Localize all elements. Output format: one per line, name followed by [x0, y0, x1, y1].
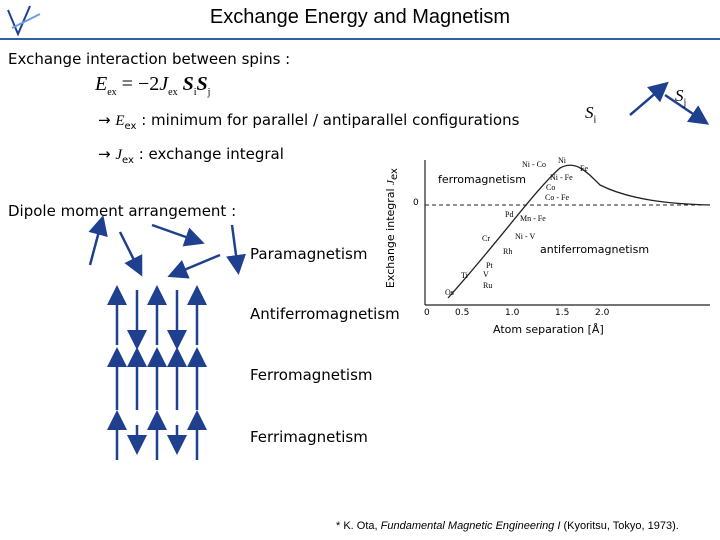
point-label: Pd: [505, 210, 514, 219]
point-label: Rh: [503, 247, 513, 256]
equation: Eex = −2Jex SiSj: [95, 73, 210, 98]
y-tick-label: 0: [413, 198, 419, 208]
footnote-pre: * K. Ota,: [336, 520, 381, 532]
point-label: Co: [546, 183, 556, 192]
arrangement-heading: Dipole moment arrangement :: [8, 202, 237, 220]
eq-e: E: [95, 73, 108, 95]
point-label: Cr: [482, 234, 490, 243]
text: : exchange integral: [138, 145, 284, 163]
x-tick-label: 1.5: [555, 308, 570, 318]
x-tick-label: 0.5: [455, 308, 470, 318]
logo: [7, 5, 41, 37]
eq-j-sub: ex: [168, 87, 178, 98]
arrangement-label: Ferromagnetism: [250, 366, 373, 384]
y-axis-label: Exchange integral Jex: [384, 168, 400, 288]
intro: Exchange interaction between spins :: [8, 50, 291, 68]
y-label-sub: ex: [389, 168, 401, 181]
point-label: Ni: [558, 156, 566, 165]
bullet: → Eex : minimum for parallel / antiparal…: [98, 111, 519, 132]
x-axis-label: Atom separation [Å]: [493, 323, 604, 336]
eq-s1-sub: i: [193, 87, 197, 98]
x-tick-label: 1.0: [505, 308, 520, 318]
spin-label: Sj: [675, 86, 686, 108]
sym: S: [585, 103, 594, 122]
eq-mid: = −2: [121, 73, 160, 95]
x-tick-label: 2.0: [595, 308, 610, 318]
sub: i: [593, 114, 597, 126]
arrangement-label: Ferrimagnetism: [250, 428, 368, 446]
point-label: Ti: [461, 271, 468, 280]
point-label: Os: [445, 288, 454, 297]
eq-s2-sub: j: [207, 87, 211, 98]
sub: ex: [122, 155, 134, 166]
point-label: Co - Fe: [545, 193, 569, 202]
symbol: J: [115, 147, 123, 163]
y-label-symbol: J: [384, 180, 397, 185]
bullet: → Jex : exchange integral: [98, 145, 284, 166]
dipole-arrows: [88, 215, 246, 460]
footnote: * K. Ota, Fundamental Magnetic Engineeri…: [336, 520, 679, 532]
footnote-book: Fundamental Magnetic Engineering I: [380, 520, 561, 532]
footnote-post: (Kyoritsu, Tokyo, 1973).: [560, 520, 679, 532]
point-label: V: [483, 270, 489, 279]
arrangement-label: Paramagnetism: [250, 245, 368, 263]
point-label: Ni - Co: [522, 160, 546, 169]
region-label: antiferromagnetism: [540, 243, 650, 256]
eq-s1: S: [182, 73, 194, 95]
spin-arrows: [629, 81, 710, 125]
symbol: E: [115, 113, 125, 129]
arrow: →: [98, 111, 111, 129]
exchange-graph: [424, 160, 711, 306]
eq-s2: S: [196, 73, 208, 95]
sub: j: [683, 97, 687, 109]
text: : minimum for parallel / antiparallel co…: [141, 111, 520, 129]
title: Exchange Energy and Magnetism: [209, 6, 511, 28]
point-label: Pt: [486, 261, 493, 270]
sub: ex: [124, 121, 137, 132]
point-label: Ru: [483, 281, 493, 290]
point-label: Ni - Fe: [550, 173, 573, 182]
x-tick-label: 0: [424, 308, 430, 318]
spin-label: Si: [585, 103, 596, 125]
point-label: Ni - V: [515, 232, 536, 241]
eq-j: J: [159, 73, 169, 95]
point-label: Fe: [580, 164, 588, 173]
region-label: ferromagnetism: [438, 173, 526, 186]
eq-e-sub: ex: [107, 87, 117, 98]
arrangement-label: Antiferromagnetism: [250, 305, 400, 323]
y-label-text: Exchange integral: [383, 184, 397, 289]
point-label: Mn - Fe: [520, 214, 546, 223]
arrow: →: [98, 145, 111, 163]
sym: S: [675, 86, 684, 105]
